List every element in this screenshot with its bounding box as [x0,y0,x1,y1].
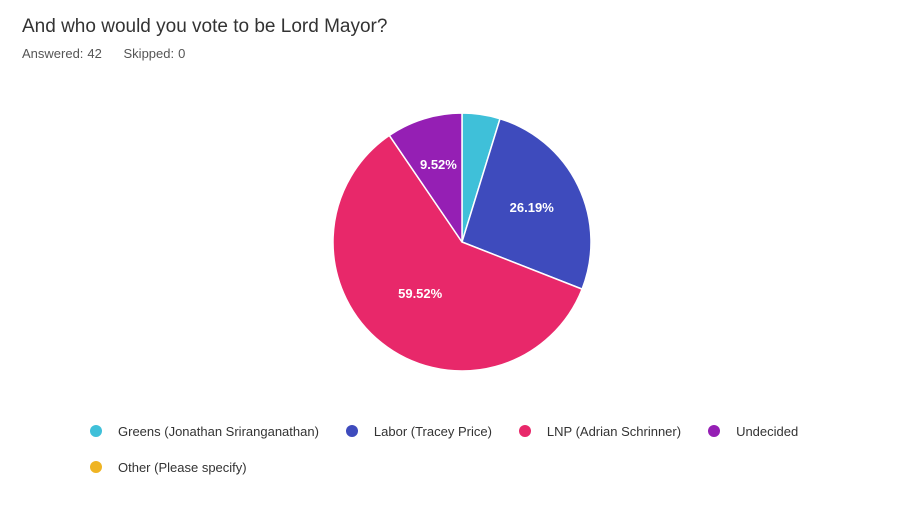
answered-label: Answered: [22,46,84,61]
skipped-label: Skipped: [123,46,175,61]
legend-item-labor[interactable]: Labor (Tracey Price) [345,423,492,439]
legend-item-other[interactable]: Other (Please specify) [90,460,247,475]
data-label-labor: 26.19% [510,200,555,215]
legend-label-labor: Labor (Tracey Price) [373,423,492,439]
answered-stat: Answered: 42 [22,46,102,61]
pie-slice-undecided[interactable] [388,112,463,243]
legend-item-lnp[interactable]: LNP (Adrian Schrinner) [518,423,682,439]
legend-row: Greens (Jonathan Sriranganathan) Labor (… [90,421,850,441]
data-label-lnp: 59.52% [398,286,443,301]
legend-swatch-greens [90,425,102,437]
chart-legend: Greens (Jonathan Sriranganathan) Labor (… [90,421,850,477]
data-label-undecided: 9.52% [420,157,457,172]
legend-label-other: Other (Please specify) [118,459,247,475]
pie-slice-lnp[interactable] [332,134,583,372]
legend-label-greens: Greens (Jonathan Sriranganathan) [118,423,319,439]
pie-slice-labor[interactable] [461,117,592,290]
skipped-value: 0 [178,46,186,61]
response-stats: Answered: 42 Skipped: 0 [22,46,387,61]
legend-swatch-labor [345,425,358,437]
answered-value: 42 [87,46,102,61]
legend-swatch-other [90,461,102,473]
legend-swatch-lnp [518,425,531,437]
legend-row: Other (Please specify) [90,457,850,477]
skipped-stat: Skipped: 0 [124,46,186,61]
legend-label-lnp: LNP (Adrian Schrinner) [546,423,682,439]
legend-label-undecided: Undecided [736,423,799,439]
legend-item-undecided[interactable]: Undecided [708,424,798,439]
question-title: And who would you vote to be Lord Mayor? [22,16,388,37]
legend-item-greens[interactable]: Greens (Jonathan Sriranganathan) [90,424,319,439]
legend-swatch-undecided [708,425,721,437]
question-header: And who would you vote to be Lord Mayor?… [22,14,387,61]
